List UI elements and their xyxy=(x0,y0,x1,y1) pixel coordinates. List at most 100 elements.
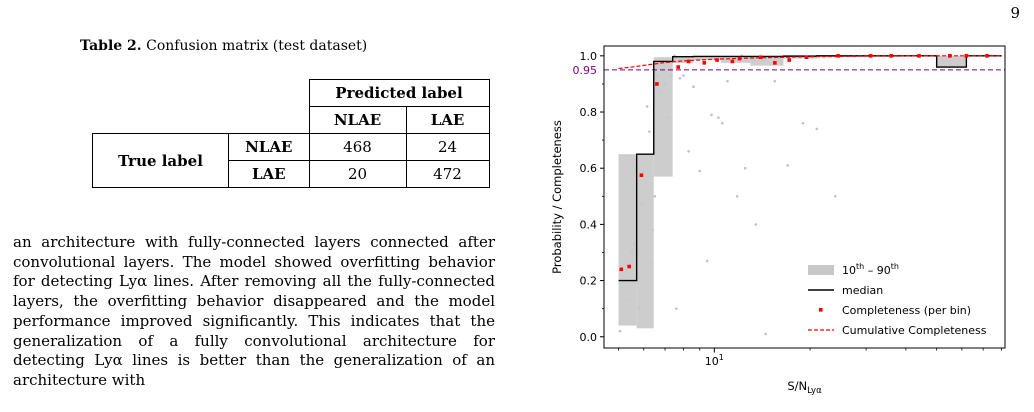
completeness-marker xyxy=(948,54,952,58)
scatter-point xyxy=(618,329,622,333)
completeness-marker xyxy=(889,54,894,58)
table-blank-cell xyxy=(93,107,229,134)
percentile-band-bar xyxy=(653,57,673,177)
table-caption-label: Table 2. xyxy=(80,38,142,54)
scatter-point xyxy=(786,164,789,167)
legend-band-swatch xyxy=(808,265,834,275)
scatter-point xyxy=(743,166,747,170)
median-step-line xyxy=(618,55,1002,282)
y-tick-label: 0.4 xyxy=(580,218,598,231)
scatter-point xyxy=(764,332,767,336)
x-tick-base: 10 xyxy=(705,355,719,368)
completeness-marker xyxy=(676,65,681,69)
percentile-band-bar xyxy=(693,56,722,61)
reference-line-label: 0.95 xyxy=(573,64,598,77)
col-header-lae: LAE xyxy=(405,106,490,134)
cell-nlae-lae: 24 xyxy=(405,133,490,161)
percentile-band-bar xyxy=(672,56,694,63)
completeness-marker xyxy=(804,55,809,60)
completeness-marker xyxy=(619,267,624,272)
true-label-header: True label xyxy=(92,133,229,188)
row-header-nlae: NLAE xyxy=(228,133,310,161)
scatter-point xyxy=(710,113,713,117)
scatter-point xyxy=(815,127,819,131)
y-tick-label: 0.0 xyxy=(580,331,598,344)
scatter-point xyxy=(698,169,702,173)
scatter-point xyxy=(687,150,690,153)
table-blank-cell xyxy=(229,107,310,134)
completeness-marker xyxy=(836,54,840,58)
completeness-marker xyxy=(715,58,719,62)
completeness-figure: 0.00.20.40.60.81.00.95101S/NLyαProbabili… xyxy=(550,45,1006,396)
x-axis-label: S/NLyα xyxy=(787,379,822,396)
scatter-point xyxy=(726,79,729,83)
percentile-band-bar xyxy=(936,55,967,68)
scatter-point xyxy=(692,85,695,89)
scatter-point xyxy=(645,105,649,108)
completeness-marker xyxy=(773,61,777,65)
x-tick-label: 101 xyxy=(705,353,724,368)
scatter-point xyxy=(682,74,685,77)
y-tick-label: 0.2 xyxy=(580,275,598,288)
legend-label-text: 10 xyxy=(842,264,856,277)
completeness-marker xyxy=(702,61,707,65)
completeness-marker xyxy=(737,56,742,61)
y-tick-label: 1.0 xyxy=(580,50,598,63)
legend-label-text: Cumulative Completeness xyxy=(842,324,987,337)
completeness-marker xyxy=(787,58,792,62)
scatter-point xyxy=(773,79,777,83)
legend-label: Completeness (per bin) xyxy=(842,304,971,317)
table-blank-cell xyxy=(93,80,229,107)
legend-label: median xyxy=(842,284,883,297)
body-paragraph-text: an architecture with fully-connected lay… xyxy=(13,233,495,389)
x-axis-label-main: S/N xyxy=(787,379,807,393)
confusion-matrix-table: Predicted label NLAE LAE True label NLAE… xyxy=(92,79,490,188)
legend-label-sup: th xyxy=(891,262,899,271)
percentile-band-bar xyxy=(721,56,751,63)
scatter-point xyxy=(648,130,651,133)
completeness-marker xyxy=(985,54,989,58)
predicted-label-header: Predicted label xyxy=(308,79,490,107)
percentile-band-bar xyxy=(618,154,637,326)
legend-label-mid: – 90 xyxy=(864,264,891,277)
scatter-point xyxy=(675,307,678,310)
completeness-marker xyxy=(964,54,969,58)
completeness-marker xyxy=(655,82,659,86)
percentile-band-bar xyxy=(636,154,654,329)
scatter-point xyxy=(653,194,657,198)
table-caption: Table 2. Confusion matrix (test dataset) xyxy=(80,38,367,54)
y-tick-label: 0.6 xyxy=(580,162,598,175)
cell-lae-nlae: 20 xyxy=(308,160,407,188)
completeness-marker xyxy=(917,54,921,58)
legend-label-text: Completeness (per bin) xyxy=(842,304,971,317)
completeness-marker xyxy=(758,55,763,60)
legend-label: 10th – 90th xyxy=(842,262,899,277)
plot-area xyxy=(604,54,1005,336)
legend-label: Cumulative Completeness xyxy=(842,324,987,337)
legend-label-sup: th xyxy=(856,262,864,271)
scatter-point xyxy=(678,77,682,80)
page-number: 9 xyxy=(1010,4,1020,22)
x-tick-exponent: 1 xyxy=(719,353,724,362)
percentile-band-bar xyxy=(750,56,784,66)
scatter-point xyxy=(735,194,739,198)
table-caption-text: Confusion matrix (test dataset) xyxy=(141,38,368,54)
legend-completeness-swatch xyxy=(819,308,823,312)
cell-lae-lae: 472 xyxy=(405,160,490,188)
x-axis-label-subscript: Lyα xyxy=(807,386,822,396)
body-paragraph: an architecture with fully-connected lay… xyxy=(13,233,495,391)
completeness-marker xyxy=(627,264,631,269)
scatter-point xyxy=(717,116,720,119)
scatter-point xyxy=(801,121,805,125)
scatter-point xyxy=(754,223,758,226)
plot-frame xyxy=(603,45,1006,349)
scatter-point xyxy=(721,121,724,125)
legend-label-text: median xyxy=(842,284,883,297)
scatter-point xyxy=(833,194,837,198)
y-axis-label: Probability / Completeness xyxy=(550,120,564,274)
scatter-point xyxy=(705,259,709,263)
row-header-lae: LAE xyxy=(228,160,310,188)
completeness-marker xyxy=(868,54,873,58)
col-header-nlae: NLAE xyxy=(308,106,407,134)
completeness-marker xyxy=(686,59,691,64)
